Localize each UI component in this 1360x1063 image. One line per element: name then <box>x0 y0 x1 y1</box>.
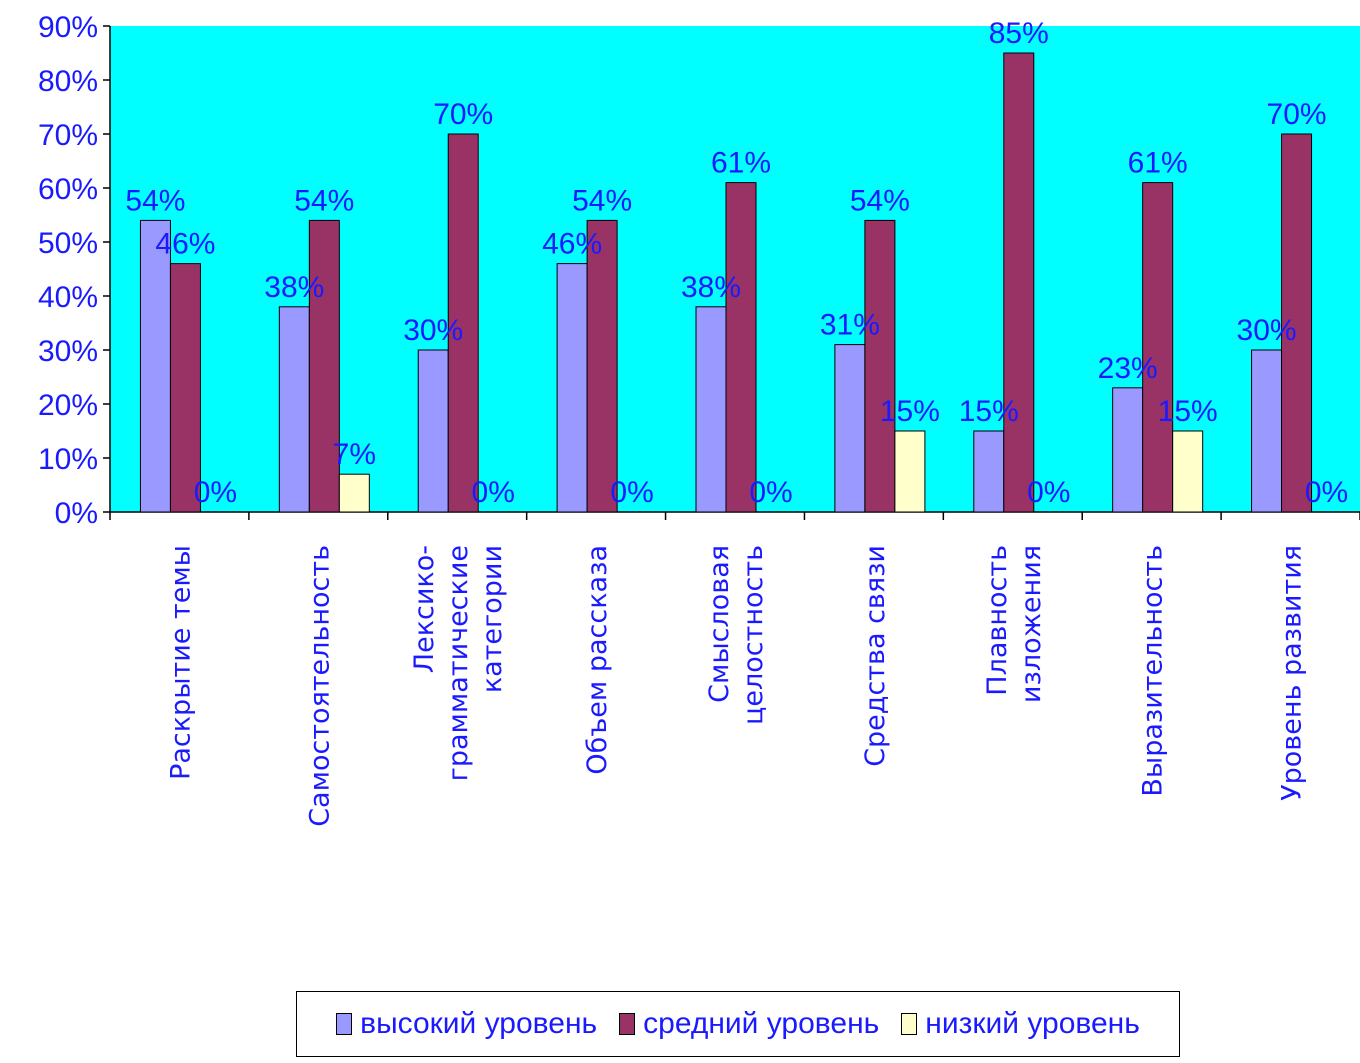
bar-medium <box>864 219 896 513</box>
bar-high <box>1251 349 1283 513</box>
legend-item-high: высокий уровень <box>336 1007 597 1041</box>
data-label: 70% <box>433 98 493 131</box>
data-label: 85% <box>989 17 1049 50</box>
data-label: 54% <box>572 184 632 217</box>
bar-high <box>834 344 866 513</box>
legend-label-low: низкий уровень <box>925 1007 1140 1040</box>
y-tick-label: 90% <box>38 11 98 44</box>
legend-swatch-low <box>901 1013 918 1035</box>
bar-low <box>1172 430 1204 513</box>
legend-swatch-high <box>336 1013 353 1035</box>
y-tick-label: 20% <box>38 389 98 422</box>
bar-low <box>894 430 926 513</box>
data-label: 0% <box>1305 476 1348 509</box>
data-labels: 54% 46% 0% 38% 54% 7% 30% 70% 0% 46% 54% 0% 38% 61% 0%… <box>125 17 1348 509</box>
data-label: 46% <box>542 228 602 261</box>
bar-medium <box>1003 52 1035 513</box>
y-tick-label: 80% <box>38 65 98 98</box>
y-tick-label: 50% <box>38 227 98 260</box>
data-label: 54% <box>294 184 354 217</box>
category-label: изложения <box>1016 545 1047 703</box>
data-label: 54% <box>125 184 185 217</box>
data-label: 7% <box>333 438 376 471</box>
data-label: 0% <box>1027 476 1070 509</box>
data-label: 15% <box>1158 395 1218 428</box>
data-label: 70% <box>1267 98 1327 131</box>
y-tick-label: 30% <box>38 335 98 368</box>
data-label: 61% <box>1128 147 1188 180</box>
category-label: категории <box>477 545 508 693</box>
category-label: целостность <box>738 545 769 725</box>
data-label: 38% <box>681 271 741 304</box>
bar-chart: 0% 10% 20% 30% 40% 50% 60% 70% 80% 90% 54% 46% 0% 38… <box>38 11 1360 827</box>
data-label: 15% <box>880 395 940 428</box>
bar-high <box>417 349 449 513</box>
data-label: 0% <box>610 476 653 509</box>
legend-item-medium: средний уровень <box>619 1007 879 1041</box>
data-label: 38% <box>264 271 324 304</box>
y-tick-label: 70% <box>38 119 98 152</box>
category-labels: Раскрытие темы Самостоятельность Лексико-г… <box>165 545 1307 827</box>
legend-label-medium: средний уровень <box>643 1007 880 1040</box>
category-label: Уровень развития <box>1277 545 1308 801</box>
bar-medium <box>586 219 618 513</box>
legend: высокий уровень средний уровень низкий у… <box>296 991 1180 1057</box>
bar-high <box>139 219 171 513</box>
legend-item-low: низкий уровень <box>901 1007 1140 1041</box>
bar-medium <box>308 219 340 513</box>
y-tick-label: 0% <box>55 497 98 530</box>
category-label: Выразительность <box>1138 545 1169 797</box>
bar-high <box>695 306 727 513</box>
data-label: 30% <box>403 314 463 347</box>
legend-swatch-medium <box>619 1013 636 1035</box>
y-tick-label: 10% <box>38 443 98 476</box>
bar-high <box>973 430 1005 513</box>
bar-high <box>278 306 310 513</box>
category-label: Плавность <box>982 545 1013 696</box>
bar-medium <box>447 133 479 513</box>
category-label: грамматические <box>443 545 474 781</box>
bars <box>139 52 1313 513</box>
data-label: 0% <box>749 476 792 509</box>
data-label: 30% <box>1237 314 1297 347</box>
category-label: Объем рассказа <box>582 545 613 775</box>
data-label: 0% <box>194 476 237 509</box>
y-tick-label: 60% <box>38 173 98 206</box>
category-label: Смысловая <box>704 545 735 703</box>
y-tick-label: 40% <box>38 281 98 314</box>
bar-medium <box>725 182 757 513</box>
data-label: 61% <box>711 147 771 180</box>
x-axis <box>109 511 1360 520</box>
bar-medium <box>1142 182 1174 513</box>
data-label: 46% <box>155 228 215 261</box>
bar-high <box>1112 387 1144 513</box>
bar-low <box>338 473 370 513</box>
data-label: 54% <box>850 184 910 217</box>
data-label: 31% <box>820 309 880 342</box>
data-label: 0% <box>472 476 515 509</box>
category-label: Средства связи <box>860 545 891 767</box>
category-label: Лексико- <box>409 545 440 673</box>
bar-medium <box>1281 133 1313 513</box>
y-axis: 0% 10% 20% 30% 40% 50% 60% 70% 80% 90% <box>38 11 111 530</box>
data-label: 23% <box>1098 352 1158 385</box>
bar-high <box>556 263 588 513</box>
data-label: 15% <box>959 395 1019 428</box>
legend-label-high: высокий уровень <box>360 1007 598 1040</box>
category-label: Раскрытие темы <box>165 545 196 780</box>
bar-medium <box>169 263 201 513</box>
category-label: Самостоятельность <box>304 545 335 827</box>
